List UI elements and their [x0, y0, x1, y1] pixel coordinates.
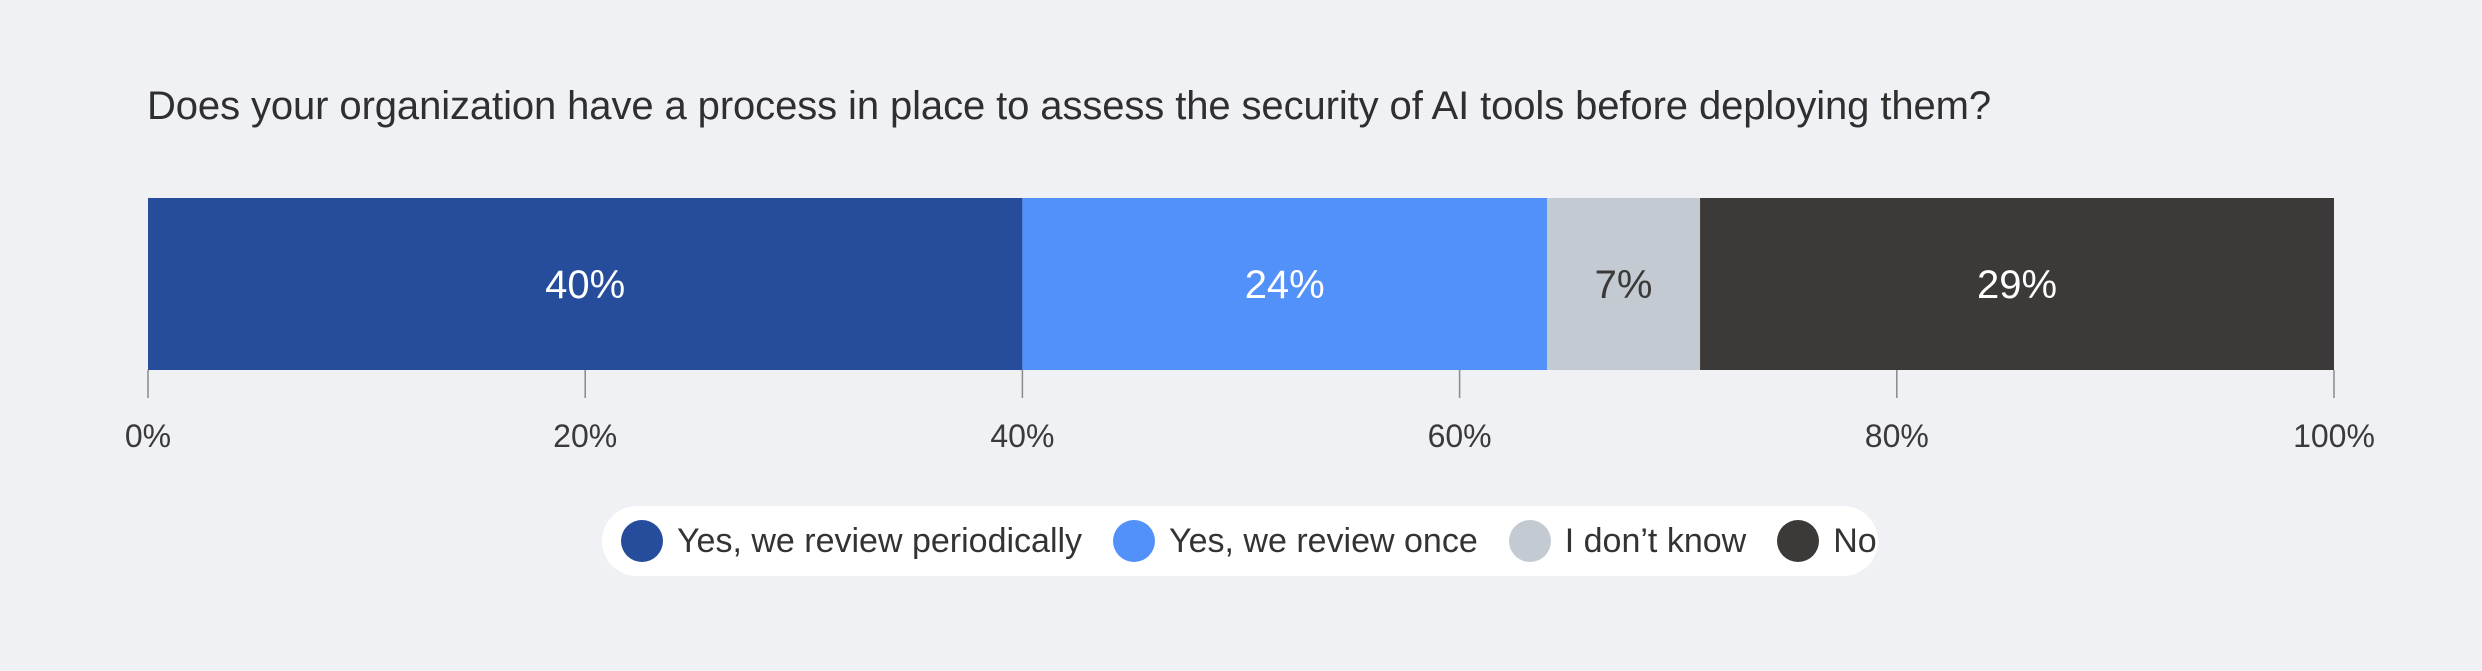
- legend-item-2: Yes, we review once: [1113, 520, 1478, 562]
- legend-item-4: No: [1777, 520, 1877, 562]
- x-tick-label: 100%: [2293, 418, 2375, 454]
- legend: Yes, we review periodically Yes, we revie…: [602, 506, 1878, 576]
- legend-swatch: [1777, 520, 1820, 562]
- x-axis: 0% 20% 40% 60% 80% 100%: [125, 370, 2375, 454]
- legend-label: No: [1833, 521, 1877, 560]
- legend-label: Yes, we review once: [1169, 521, 1478, 560]
- legend-label: Yes, we review periodically: [677, 521, 1083, 560]
- bar-segment-1: [148, 198, 1023, 370]
- legend-item-3: I don’t know: [1508, 520, 1747, 562]
- x-tick-label: 60%: [1428, 418, 1492, 454]
- legend-swatch: [1113, 520, 1156, 562]
- bar-group: 40% 24% 7% 29%: [148, 198, 2334, 370]
- legend-label: I don’t know: [1564, 521, 1747, 560]
- legend-swatch: [1508, 520, 1551, 562]
- bar-segment-2: [1022, 198, 1548, 370]
- bar-data-label-2: 24%: [1245, 263, 1325, 307]
- x-tick-label: 80%: [1865, 418, 1929, 454]
- chart-title: Does your organization have a process in…: [147, 84, 1991, 128]
- legend-swatch: [621, 520, 663, 562]
- bar-data-label-3: 7%: [1595, 263, 1653, 307]
- bar-data-label-4: 29%: [1977, 263, 2057, 307]
- x-tick-label: 40%: [990, 418, 1054, 454]
- bar-data-label-1: 40%: [545, 263, 625, 307]
- x-tick-label: 0%: [125, 418, 171, 454]
- x-tick-label: 20%: [553, 418, 617, 454]
- bar-segment-3: [1547, 198, 1701, 370]
- bar-segment-4: [1700, 198, 2334, 370]
- legend-item-1: Yes, we review periodically: [621, 520, 1082, 562]
